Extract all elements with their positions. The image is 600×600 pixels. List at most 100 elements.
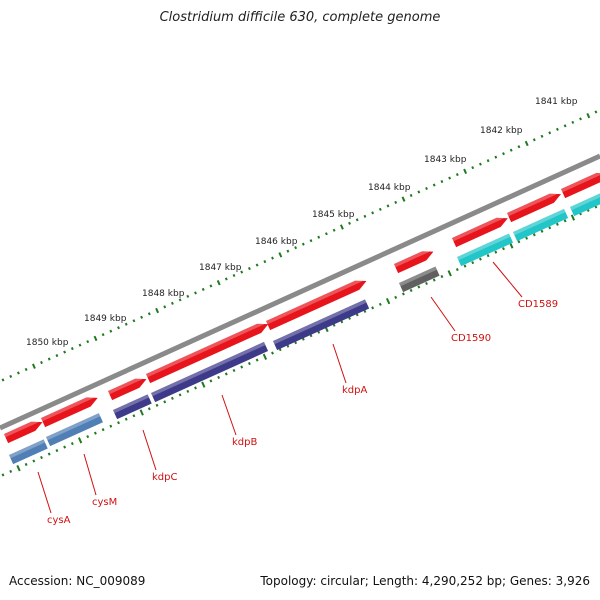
gene-cd1589 xyxy=(570,193,600,217)
inner-tick xyxy=(455,268,459,272)
outer-tick xyxy=(124,322,128,326)
cds-arrow xyxy=(4,419,43,444)
inner-tick xyxy=(540,229,544,233)
outer-tick xyxy=(371,211,375,215)
inner-tick xyxy=(117,421,120,425)
outer-tick xyxy=(401,196,406,202)
outer-tick xyxy=(286,249,290,253)
scale-label-1843: 1843 kbp xyxy=(424,155,467,165)
outer-tick xyxy=(348,221,351,225)
outer-tick xyxy=(440,179,444,184)
inner-tick xyxy=(417,285,421,289)
inner-tick xyxy=(262,353,268,360)
outer-tick xyxy=(309,239,313,243)
outer-tick xyxy=(486,159,490,163)
label-leader xyxy=(332,343,347,384)
inner-tick xyxy=(563,219,567,223)
scale-labels: 1841 kbp 1842 kbp 1843 kbp 1844 kbp 1845 kbp… xyxy=(26,97,578,348)
outer-tick xyxy=(324,232,328,236)
inner-tick xyxy=(371,306,375,310)
outer-tick xyxy=(170,301,174,305)
scale-label-1842: 1842 kbp xyxy=(480,126,523,136)
outer-tick xyxy=(109,329,113,333)
outer-tick xyxy=(524,140,529,147)
outer-tick xyxy=(63,350,67,354)
inner-tick xyxy=(247,361,251,366)
scale-label-1847: 1847 kbp xyxy=(199,263,242,273)
outer-tick xyxy=(271,256,274,260)
inner-tick xyxy=(478,257,482,261)
inner-tick xyxy=(194,386,197,390)
outer-tick xyxy=(9,374,13,378)
inner-tick xyxy=(232,368,236,373)
inner-tick xyxy=(425,281,428,286)
outer-tick xyxy=(517,145,521,149)
outer-tick xyxy=(24,367,28,372)
outer-tick xyxy=(317,235,321,239)
outer-tick xyxy=(86,340,90,344)
inner-tick-ring xyxy=(1,205,598,477)
inner-tick xyxy=(217,375,221,380)
inner-tick xyxy=(170,396,174,400)
inner-tick xyxy=(9,469,13,473)
gene-label-kdpa: kdpA xyxy=(342,385,367,396)
outer-tick xyxy=(355,218,359,222)
map-title: Clostridium difficile 630, complete geno… xyxy=(159,10,441,25)
inner-tick xyxy=(525,236,529,240)
outer-tick xyxy=(409,193,413,198)
outer-tick xyxy=(386,204,390,208)
outer-tick xyxy=(579,117,582,121)
cds-arrow xyxy=(108,376,147,401)
inner-tick xyxy=(570,214,576,221)
outer-tick xyxy=(563,124,567,128)
inner-tick xyxy=(77,437,83,444)
gene-track xyxy=(9,193,600,465)
label-leader xyxy=(83,453,97,496)
scale-label-1844: 1844 kbp xyxy=(368,183,411,193)
scale-label-1849: 1849 kbp xyxy=(84,314,127,324)
cds-arrow xyxy=(561,171,600,199)
outer-tick-ring xyxy=(1,110,598,382)
label-leader xyxy=(221,394,237,436)
inner-tick xyxy=(47,452,51,456)
inner-tick xyxy=(63,445,67,449)
outer-tick xyxy=(294,246,298,250)
inner-tick xyxy=(440,274,444,279)
outer-tick xyxy=(448,176,452,180)
scale-label-1848: 1848 kbp xyxy=(142,289,185,299)
inner-tick xyxy=(517,240,521,244)
inner-tick xyxy=(255,358,259,362)
outer-tick xyxy=(163,305,167,309)
outer-tick xyxy=(540,134,544,138)
inner-tick xyxy=(502,247,505,251)
outer-tick xyxy=(532,138,536,142)
outer-tick xyxy=(232,273,236,278)
inner-tick xyxy=(201,381,206,388)
label-leader xyxy=(492,261,523,298)
inner-tick xyxy=(209,379,213,383)
outer-tick xyxy=(363,214,367,218)
inner-tick xyxy=(101,428,105,432)
cds-arrow xyxy=(41,394,98,428)
inner-tick xyxy=(548,226,552,230)
outer-tick xyxy=(425,186,428,191)
gene-label-cysm: cysM xyxy=(92,497,117,508)
gene-cysm xyxy=(46,413,103,447)
inner-tick xyxy=(16,465,21,472)
outer-tick xyxy=(548,131,552,135)
outer-tick xyxy=(339,224,344,230)
scale-label-1850: 1850 kbp xyxy=(26,338,69,348)
outer-tick xyxy=(47,357,51,361)
inner-tick xyxy=(447,270,452,277)
inner-tick xyxy=(178,393,182,397)
outer-tick xyxy=(455,173,459,177)
outer-tick xyxy=(247,266,251,271)
outer-tick xyxy=(378,207,382,211)
outer-tick xyxy=(471,166,475,170)
outer-tick xyxy=(463,168,468,175)
outer-tick xyxy=(494,155,498,159)
label-leader xyxy=(37,471,52,514)
outer-tick xyxy=(509,148,513,152)
outer-tick xyxy=(332,228,336,232)
